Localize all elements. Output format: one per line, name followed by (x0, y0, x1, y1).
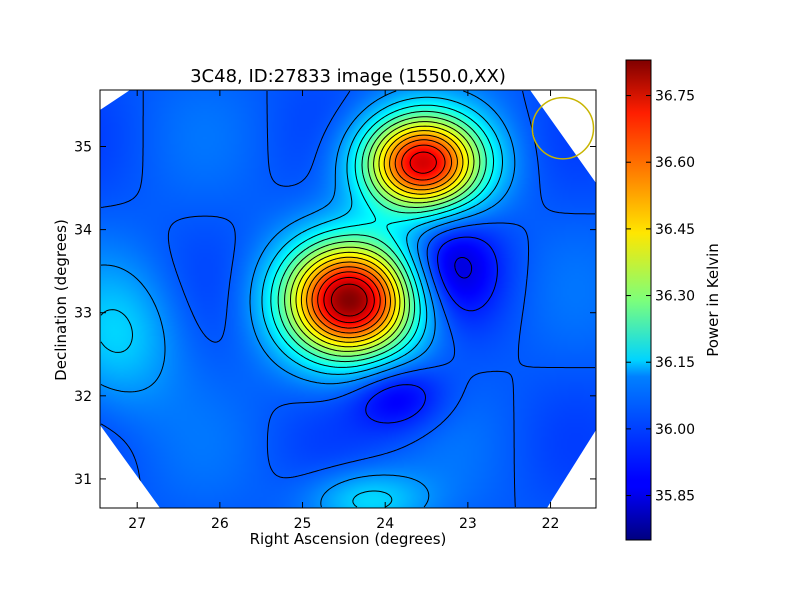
contour-level-3 (100, 90, 516, 508)
colorbar-tick-label: 36.30 (655, 289, 695, 305)
plot-frame (99, 89, 597, 509)
y-tick-label: 32 (74, 389, 92, 405)
x-tick-label: 25 (294, 516, 312, 532)
x-tick-label: 22 (542, 516, 560, 532)
colorbar-ticks: 35.85 36.00 36.15 36.30 36.45 36.60 36.75 (626, 89, 695, 505)
contour-level-6 (277, 110, 487, 363)
contour-level-10 (300, 130, 464, 343)
colorbar-frame (625, 59, 652, 541)
contour-level-13 (317, 144, 446, 329)
contour-level-2 (100, 90, 595, 508)
y-tick-label: 31 (74, 472, 92, 488)
heatmap-image (100, 90, 596, 508)
x-tick-label: 26 (211, 516, 229, 532)
colorbar-tick-label: 36.00 (655, 422, 695, 438)
x-tick-label: 24 (376, 516, 394, 532)
colorbar-tick-label: 35.85 (655, 489, 695, 505)
colorbar-tick-label: 36.15 (655, 355, 695, 371)
y-tick-label: 35 (74, 140, 92, 156)
contour-level-14 (323, 151, 437, 324)
contour-level-8 (290, 121, 475, 352)
contour-level-7 (284, 116, 481, 357)
contour-level-1 (365, 236, 498, 424)
colorbar-tick-label: 36.45 (655, 222, 695, 238)
colorbar (626, 60, 651, 540)
colorbar-tick-label: 36.75 (655, 89, 695, 105)
contour-lines (100, 90, 595, 508)
y-axis-ticks: 31 32 33 34 35 (74, 140, 596, 488)
beam-circle (531, 96, 595, 160)
y-tick-label: 33 (74, 306, 92, 322)
x-axis-label: Right Ascension (degrees) (250, 530, 447, 548)
x-axis-ticks: 27 26 25 24 23 22 (128, 90, 559, 532)
contour-level-11 (306, 134, 458, 339)
x-tick-label: 27 (128, 516, 146, 532)
contour-level-0 (454, 257, 473, 279)
contour-level-5 (270, 104, 495, 368)
contour-level-12 (311, 139, 453, 334)
chart-title: 3C48, ID:27833 image (1550.0,XX) (190, 66, 506, 87)
contour-level-15 (330, 283, 368, 317)
contour-level-4 (100, 96, 503, 508)
y-tick-label: 34 (74, 223, 92, 239)
colorbar-label: Power in Kelvin (704, 243, 722, 357)
contour-level-9 (295, 125, 469, 348)
y-axis-label: Declination (degrees) (52, 219, 70, 381)
colorbar-tick-label: 36.60 (655, 155, 695, 171)
x-tick-label: 23 (459, 516, 477, 532)
